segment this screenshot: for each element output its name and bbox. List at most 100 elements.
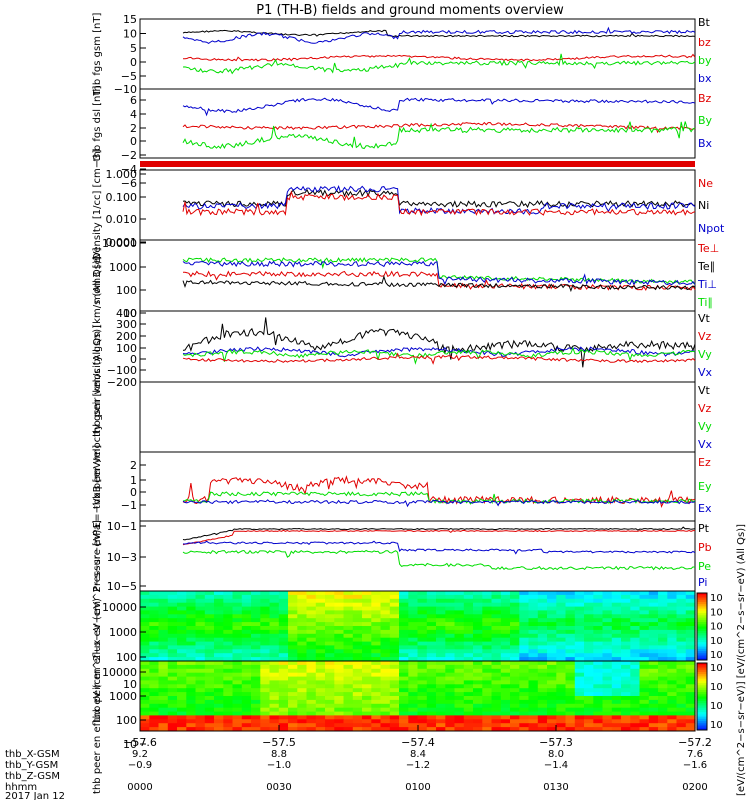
spectrogram-cell [297,614,308,619]
spectrogram-cell [232,591,243,596]
spectrogram-cell [297,715,308,720]
spectrogram-cell [556,653,567,658]
spectrogram-cell [260,622,271,627]
spectrogram-cell [251,703,261,709]
spectrogram-cell [408,622,419,627]
spectrogram-cell [482,703,493,709]
spectrogram-cell [278,622,289,627]
spectrogram-cell [278,715,289,720]
spectrogram-cell [482,711,493,716]
spectrogram-cell [417,629,428,635]
spectrogram-cell [685,676,696,681]
spectrogram-cell [519,610,530,615]
spectrogram-cell [389,684,400,689]
spectrogram-cell [482,664,493,670]
spectrogram-cell [519,649,530,654]
spectrogram-cell [584,727,594,732]
spectrogram-cell [454,680,465,685]
spectrogram-cell [621,637,631,643]
spectrogram-cell [288,626,298,631]
spectrogram-cell [140,645,150,650]
spectrogram-cell [158,661,169,666]
spectrogram-cell [186,641,197,646]
spectrogram-cell [380,637,391,643]
spectrogram-cell [241,591,252,596]
spectrogram-cell [528,653,539,658]
spectrogram-cell [214,645,224,650]
spectrogram-cell [658,641,668,646]
spectrogram-cell [269,649,280,654]
spectrogram-cell [685,661,696,666]
spectrogram-cell [177,641,187,646]
axis-row-name: thb_Z-GSM [5,771,60,782]
spectrogram-cell [214,707,224,713]
spectrogram-cell [362,703,372,709]
spectrogram-cell [593,598,604,604]
spectrogram-cell [519,641,530,646]
spectrogram-cell [436,707,446,713]
spectrogram-cell [658,633,668,639]
y-axis-label: thb fgs gsm [nT] [92,13,103,96]
spectrogram-cell [426,598,437,604]
spectrogram-cell [500,664,511,670]
spectrogram-cell [648,637,659,643]
spectrogram-cell [510,676,520,681]
panel-frame [139,451,696,522]
colorbar-cell [697,608,707,612]
spectrogram-cell [352,594,363,600]
spectrogram-cell [362,637,372,643]
spectrogram-cell [288,668,298,674]
spectrogram-cell [426,602,437,608]
spectrogram-cell [436,664,446,670]
spectrogram-cell [251,711,261,716]
spectrogram-cell [528,618,539,623]
spectrogram-cell [639,707,650,713]
spectrogram-cell [352,622,363,627]
panel-6: thb peer velocity gsm [km/s (All Qs)] VtV… [92,325,713,509]
spectrogram-cell [417,591,428,596]
spectrogram-cell [408,645,419,650]
spectrogram-cell [371,645,382,650]
spectrogram-cell [241,653,252,658]
spectrogram-cell [399,657,409,662]
colorbar-frame [696,592,708,661]
spectrogram-cell [510,622,520,627]
spectrogram-cell [500,696,511,701]
spectrogram-cell [658,664,668,670]
spectrogram-cell [528,633,539,639]
spectrogram-cell [325,633,335,639]
spectrogram-cell [149,649,160,654]
spectrogram-cell [241,711,252,716]
legend-Vz: Vz [698,402,712,415]
spectrogram-cell [658,696,668,701]
spectrogram-cell [500,614,511,619]
spectrogram-cell [288,664,298,670]
spectrogram-cell [149,602,160,608]
spectrogram-cell [621,672,631,678]
colorbar-cell [697,674,707,677]
spectrogram-cell [500,629,511,635]
spectrogram-cell [685,668,696,674]
spectrogram-cell [445,598,456,604]
legend-Bt: Bt [698,16,711,29]
spectrogram-cell [621,641,631,646]
spectrogram-cell [528,664,539,670]
spectrogram-cell [473,629,483,635]
spectrogram-cell [426,664,437,670]
spectrogram-cell [297,633,308,639]
spectrogram-cell [269,715,280,720]
spectrogram-cell [325,688,335,693]
spectrogram-cell [454,641,465,646]
spectrogram-cell [547,598,557,604]
spectrogram-cell [667,610,678,615]
spectrogram-cell [408,703,419,709]
spectrogram-cell [565,618,576,623]
spectrogram-cell [648,661,659,666]
axis-row-name: thb_Y-GSM [5,760,58,771]
spectrogram-cell [177,711,187,716]
spectrogram-cell [232,645,243,650]
spectrogram-cell [204,680,215,685]
spectrogram-cell [593,719,604,724]
spectrogram-cell [315,723,326,728]
spectrogram-cell [214,594,224,600]
